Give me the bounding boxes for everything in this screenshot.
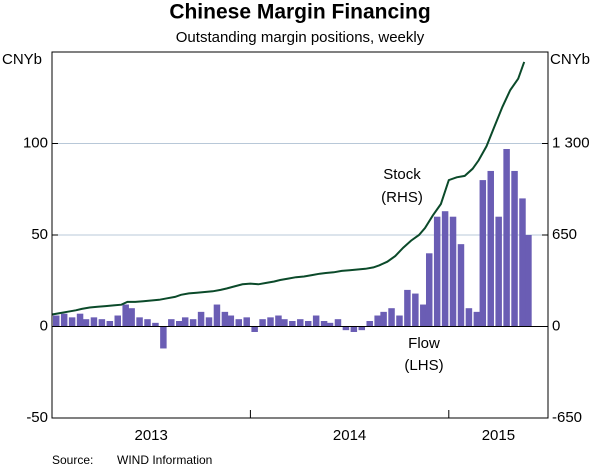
x-tick-label: 2015 [482,427,515,444]
bar [297,319,304,327]
y2-tick-label: -650 [552,409,582,426]
y-axis-unit: CNYb [2,51,42,68]
x-tick-label: 2014 [333,427,366,444]
bar [144,319,151,327]
bar [525,235,532,327]
bar [267,317,274,327]
bar [334,319,342,327]
bar [366,321,373,327]
bar [68,317,76,327]
bar [98,319,106,327]
y2-tick-label: 1 300 [552,134,590,151]
bar [388,308,395,327]
y-tick-label: 50 [31,226,48,243]
bar [235,319,243,327]
bar [465,308,473,327]
bar [342,326,350,331]
bar [289,321,296,327]
bar [60,313,68,327]
bar [176,321,183,327]
bar [479,180,487,327]
chart-subtitle: Outstanding margin positions, weekly [176,29,425,46]
bar [259,319,266,327]
bar [358,326,366,331]
bar [312,315,320,327]
bar [495,216,502,327]
bar [404,289,411,327]
plot-frame [51,51,549,419]
bar [420,304,427,327]
bar [122,304,129,327]
y2-tick-label: 650 [552,226,577,243]
bar [519,198,526,327]
bar [251,326,258,332]
bar [275,315,282,327]
annotation: (RHS) [381,189,423,206]
bar [457,244,465,327]
bar [374,315,381,327]
bar [152,322,159,327]
bar [128,308,135,327]
bar [433,216,441,327]
bar [304,321,312,327]
bar [449,216,457,327]
bar [205,317,213,327]
y-tick-label: -50 [26,409,48,426]
bar [160,326,167,349]
y-tick-label: 0 [40,317,48,334]
x-tick-label: 2013 [135,427,168,444]
bar [114,315,121,327]
bar [412,293,419,327]
bar [281,319,288,327]
source-text: WIND Information [117,453,212,467]
bar [76,313,84,327]
bar [136,317,143,327]
bar [90,317,98,327]
bar [227,315,235,327]
bar [221,311,229,327]
bar [53,315,60,327]
annotation: Flow [408,335,440,352]
bar [82,319,90,327]
bar [441,211,449,327]
bar [380,311,387,327]
bar [326,322,334,327]
y2-axis-unit: CNYb [550,51,590,68]
bar [320,321,328,327]
source-label: Source: [52,453,93,467]
y-tick-label: 100 [23,134,48,151]
y2-tick-label: 0 [552,317,560,334]
bar [168,319,175,327]
bar [181,317,189,327]
annotation: Stock [383,166,421,183]
annotation: (LHS) [404,357,443,374]
bar [189,319,197,327]
bar [396,315,403,327]
bar [350,326,358,332]
bar [473,311,481,327]
bar [511,170,518,327]
bar [213,304,221,327]
bar [197,311,205,327]
bar [425,253,433,327]
bar [243,317,250,327]
bar [106,321,114,327]
bar [503,148,510,327]
line [51,61,526,316]
chart-title: Chinese Margin Financing [169,1,430,24]
bar [487,170,494,327]
